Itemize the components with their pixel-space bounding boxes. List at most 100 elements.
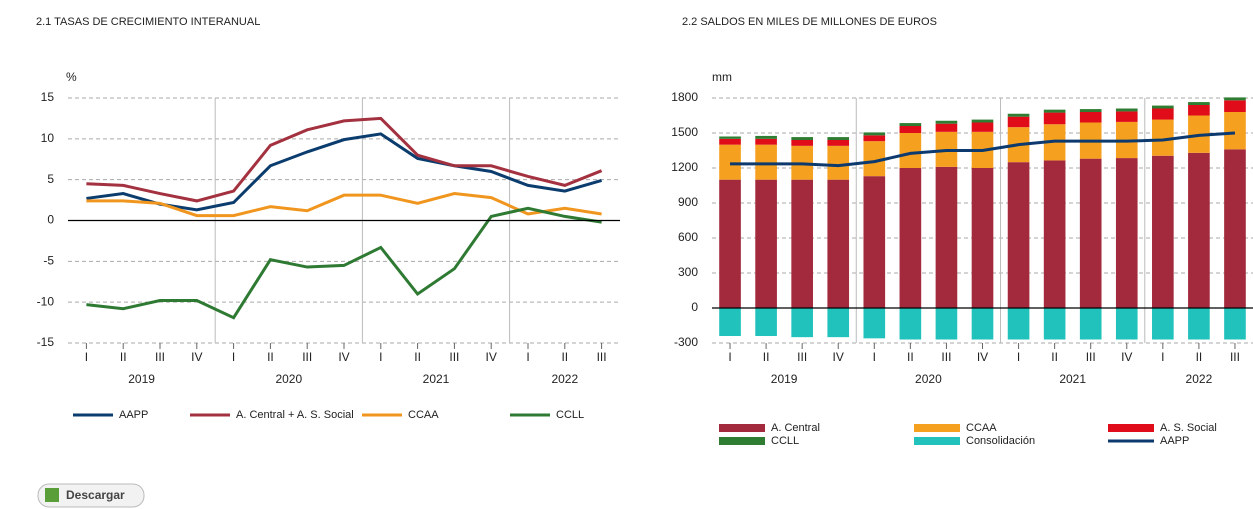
- bar-segment: [863, 176, 886, 308]
- legend-label: A. Central: [771, 422, 820, 434]
- button-bg[interactable]: [37, 483, 145, 508]
- x-tick-label: I: [1017, 350, 1020, 364]
- bar-segment: [899, 133, 922, 168]
- line-series: [86, 192, 602, 218]
- bar-segment: [827, 140, 850, 146]
- x-tick-label: IV: [1121, 350, 1132, 364]
- x-tick-label: III: [449, 350, 459, 364]
- legend-label: A. S. Social: [1160, 422, 1217, 434]
- bar-segment: [971, 122, 994, 132]
- bar-segment: [1079, 158, 1102, 308]
- bar-segment: [1007, 162, 1030, 308]
- bar-segment: [719, 138, 741, 145]
- bar-segment: [827, 308, 850, 338]
- bar-segment: [899, 168, 922, 308]
- legend-swatch: [1108, 424, 1154, 432]
- bar-segment: [935, 120, 958, 124]
- year-label: 2019: [128, 372, 155, 386]
- bar-segment: [719, 308, 741, 336]
- y-tick-label: -300: [674, 335, 698, 349]
- bar-segment: [719, 136, 741, 139]
- bar-segment: [791, 179, 813, 308]
- bar-segment: [1115, 308, 1138, 340]
- y-tick-label: 5: [47, 172, 54, 186]
- y-unit: %: [66, 70, 77, 84]
- year-label: 2022: [551, 372, 578, 386]
- bar-segment: [1079, 112, 1102, 123]
- legend-label: AAPP: [119, 409, 148, 421]
- bar-segment: [1188, 308, 1210, 340]
- x-tick-label: III: [1230, 350, 1240, 364]
- x-tick-label: II: [763, 350, 770, 364]
- bar-segment: [1079, 109, 1102, 112]
- legend-label: Consolidación: [966, 435, 1035, 447]
- x-tick-label: IV: [191, 350, 202, 364]
- bar-segment: [755, 308, 777, 336]
- bar-segment: [1152, 155, 1174, 308]
- y-tick-label: 600: [678, 230, 698, 244]
- year-label: 2022: [1186, 372, 1213, 386]
- button-label[interactable]: Descargar: [66, 488, 125, 502]
- x-tick-label: II: [267, 350, 274, 364]
- legend-swatch: [914, 424, 960, 432]
- line-series: [86, 116, 603, 203]
- x-tick-label: II: [1196, 350, 1203, 364]
- legend-label: AAPP: [1160, 435, 1189, 447]
- bar-segment: [791, 137, 813, 140]
- legend-label: A. Central + A. S. Social: [236, 409, 354, 421]
- legend-label: CCAA: [966, 422, 997, 434]
- bar-segment: [1115, 111, 1138, 122]
- x-tick-label: II: [120, 350, 127, 364]
- bar-segment: [899, 126, 922, 133]
- bar-segment: [1152, 105, 1174, 109]
- bar-segment: [1224, 308, 1246, 340]
- year-label: 2019: [771, 372, 798, 386]
- bar-segment: [719, 179, 741, 308]
- x-tick-label: I: [379, 350, 382, 364]
- bar-segment: [1224, 97, 1246, 101]
- year-label: 2020: [275, 372, 302, 386]
- x-tick-label: IV: [833, 350, 844, 364]
- x-tick-label: III: [597, 350, 607, 364]
- x-tick-label: I: [1161, 350, 1164, 364]
- bar-segment: [1188, 152, 1210, 308]
- bar-segment: [1007, 116, 1030, 128]
- line-series: [86, 132, 603, 212]
- bar-segment: [899, 123, 922, 126]
- year-label: 2021: [1059, 372, 1086, 386]
- x-tick-label: II: [907, 350, 914, 364]
- bar-segment: [755, 135, 777, 139]
- legend-swatch: [719, 424, 765, 432]
- bar-segment: [971, 308, 994, 340]
- y-tick-label: 0: [47, 213, 54, 227]
- x-tick-label: III: [797, 350, 807, 364]
- y-tick-label: 900: [678, 195, 698, 209]
- bar-segment: [1079, 308, 1102, 340]
- bar-segment: [935, 123, 958, 132]
- bar-segment: [1115, 108, 1138, 112]
- bar-segment: [1188, 102, 1210, 105]
- x-tick-label: III: [1086, 350, 1096, 364]
- bar-segment: [791, 140, 813, 146]
- x-tick-label: IV: [977, 350, 988, 364]
- bar-segment: [1043, 308, 1066, 340]
- x-tick-label: I: [728, 350, 731, 364]
- y-unit: mm: [712, 70, 732, 84]
- chart-title: 2.1 TASAS DE CRECIMIENTO INTERANUAL: [36, 16, 260, 28]
- bar-segment: [755, 179, 777, 308]
- bar-segment: [1224, 149, 1246, 308]
- x-tick-label: II: [414, 350, 421, 364]
- bar-segment: [1043, 160, 1066, 308]
- bar-segment: [827, 179, 850, 308]
- bar-segment: [1043, 112, 1066, 125]
- y-tick-label: -5: [43, 254, 54, 268]
- bar-segment: [935, 166, 958, 308]
- legend-label: CCAA: [408, 409, 439, 421]
- y-tick-label: 1200: [671, 160, 698, 174]
- bar-segment: [971, 168, 994, 308]
- bar-segment: [1152, 308, 1174, 340]
- y-tick-label: 300: [678, 265, 698, 279]
- x-tick-label: I: [85, 350, 88, 364]
- download-button[interactable]: Descargar: [37, 483, 145, 508]
